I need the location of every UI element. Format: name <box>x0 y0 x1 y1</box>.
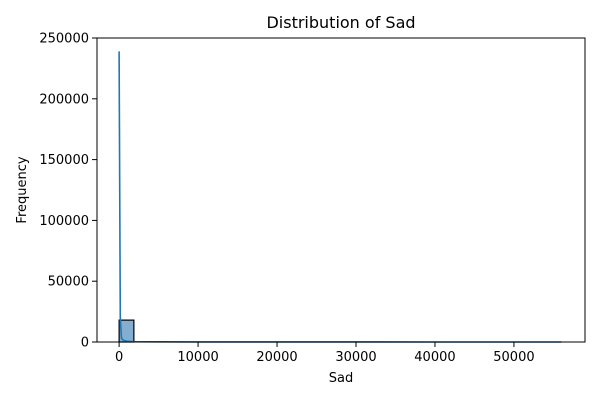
plot-area <box>96 37 586 343</box>
x-tick-label: 40000 <box>414 350 455 365</box>
y-tick-label: 50000 <box>48 275 89 290</box>
y-tick-label: 150000 <box>39 153 89 168</box>
x-tick-label: 30000 <box>335 350 376 365</box>
chart-title: Distribution of Sad <box>266 13 415 32</box>
y-axis-label: Frequency <box>15 156 30 223</box>
y-tick-label: 100000 <box>39 214 89 229</box>
x-axis-label: Sad <box>329 371 353 386</box>
kde-line <box>118 51 562 343</box>
x-tick-label: 20000 <box>256 350 297 365</box>
y-tick-label: 250000 <box>39 32 89 47</box>
axes-frame <box>96 37 586 343</box>
x-tick-label: 10000 <box>177 350 218 365</box>
y-tick-label: 200000 <box>39 92 89 107</box>
y-tick-label: 0 <box>81 336 89 351</box>
y-axis-ticks: 0 50000 100000 150000 200000 250000 <box>39 32 97 351</box>
x-tick-label: 50000 <box>493 350 534 365</box>
x-axis-ticks: 0 10000 20000 30000 40000 50000 <box>115 342 535 365</box>
x-tick-label: 0 <box>115 350 123 365</box>
